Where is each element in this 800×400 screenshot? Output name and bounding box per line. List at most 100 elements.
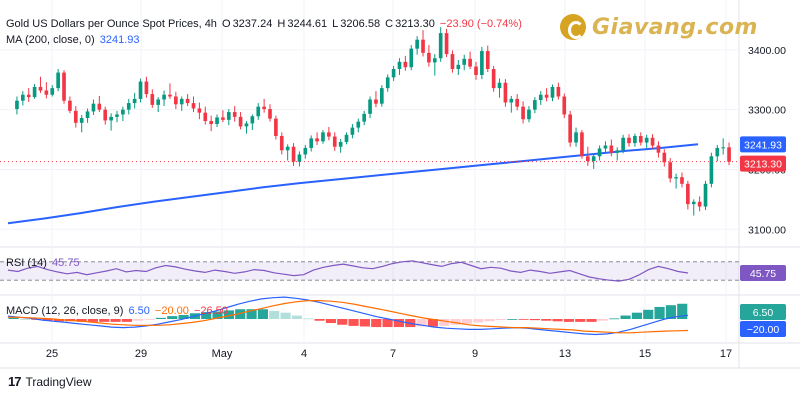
macd-histogram-bar: [597, 319, 608, 321]
candle-body: [327, 132, 331, 137]
candle-body: [633, 135, 637, 144]
macd-histogram-bar: [609, 318, 620, 320]
candle-body: [562, 96, 567, 115]
candle-body: [309, 138, 314, 148]
watermark-text: Giavang.com: [592, 14, 758, 40]
candle-body: [703, 183, 708, 207]
candle-body: [385, 77, 390, 89]
open-value: 3237.24: [232, 18, 273, 30]
last-price-tag: [740, 155, 786, 172]
signal-value-tag-label: −20.00: [747, 324, 780, 336]
tradingview-footer[interactable]: 17 TradingView: [8, 374, 92, 389]
candle-body: [168, 94, 172, 97]
candle-body: [238, 116, 243, 127]
macd-histogram-bar: [121, 319, 132, 322]
tradingview-brand: TradingView: [25, 374, 92, 389]
macd-histogram-bar: [677, 303, 688, 319]
macd-histogram-bar: [654, 306, 665, 319]
candle-body: [509, 98, 514, 103]
candle-body: [544, 94, 549, 98]
candle-body: [497, 82, 502, 89]
candle-body: [662, 152, 667, 163]
x-tick-label: 9: [472, 348, 478, 360]
macd-histogram-bar: [631, 312, 642, 319]
candle-body: [150, 94, 155, 105]
symbol-title: Gold US Dollars per Ounce Spot Prices, 4…: [6, 18, 217, 30]
macd-histogram-bar: [235, 309, 246, 319]
ma-label: MA (200, close, 0): [6, 34, 95, 46]
candle-body: [279, 135, 284, 151]
last-price-tag-label: 3213.30: [744, 159, 782, 171]
candle-body: [21, 94, 25, 101]
candle-body: [403, 61, 408, 68]
x-tick-label: 25: [46, 348, 58, 360]
candle-body: [550, 86, 555, 98]
macd-histogram-bar: [507, 319, 518, 320]
macd-histogram-bar: [325, 319, 336, 324]
candle-body: [668, 162, 673, 179]
candle-body: [185, 98, 190, 104]
candle-body: [538, 94, 543, 101]
candle-body: [209, 121, 213, 125]
candle-body: [421, 39, 425, 53]
x-tick-label: 4: [301, 348, 307, 360]
low-label: L: [332, 18, 339, 30]
candle-body: [250, 116, 255, 124]
candle-body: [191, 103, 196, 109]
candle-body: [474, 66, 478, 75]
candle-body: [85, 111, 90, 119]
macd-histogram-bar: [110, 319, 121, 322]
macd-histogram-bar: [495, 319, 506, 321]
candle-body: [215, 117, 219, 125]
macd-histogram-bar: [201, 312, 212, 319]
macd-histogram-bar: [8, 317, 19, 319]
candle-body: [362, 113, 366, 122]
candle-body: [68, 100, 72, 111]
macd-label: MACD (12, 26, close, 9): [6, 305, 124, 317]
candle-body: [62, 72, 66, 101]
x-tick-label: 7: [390, 348, 396, 360]
ma-price-tag: [740, 136, 786, 153]
candle-body: [715, 147, 720, 157]
macd-histogram-bar: [461, 319, 472, 324]
rsi-band: [0, 261, 739, 281]
macd-histogram-bar: [348, 319, 359, 326]
candle-body: [650, 137, 655, 146]
macd-histogram-bar: [144, 319, 155, 320]
candle-body: [144, 81, 149, 95]
candle-body: [391, 68, 396, 78]
macd-histogram-bar: [643, 309, 654, 319]
macd-histogram-bar: [99, 319, 110, 322]
y-tick-label: 3300.00: [748, 105, 786, 117]
candle-body: [338, 141, 343, 147]
candle-body: [297, 154, 302, 162]
candle-body: [444, 33, 449, 55]
tradingview-logo-icon: 17: [8, 374, 22, 389]
macd-histogram-bar: [563, 319, 574, 322]
candle-body: [621, 137, 625, 151]
candle-body: [674, 177, 678, 179]
candle-body: [332, 136, 337, 147]
candle-body: [491, 68, 496, 89]
candle-body: [397, 61, 402, 69]
macd-histogram-bar: [314, 319, 325, 321]
candle-body: [427, 52, 431, 63]
candle-body: [462, 58, 467, 65]
macd-histogram-bar: [42, 319, 53, 321]
macd-histogram-bar: [303, 318, 314, 320]
signal-value-tag: [740, 321, 786, 337]
gold-coin-icon: [560, 14, 586, 40]
rsi-value-tag: [740, 264, 786, 281]
candle-body: [556, 86, 561, 97]
symbol-legend: Gold US Dollars per Ounce Spot Prices, 4…: [6, 17, 524, 31]
candle-body: [38, 86, 43, 91]
candle-body: [480, 51, 484, 75]
macd-histogram-bar: [178, 314, 189, 319]
candle-body: [344, 134, 349, 142]
candle-body: [533, 100, 537, 110]
candle-body: [50, 88, 55, 95]
candle-body: [356, 121, 361, 128]
candle-body: [226, 112, 231, 120]
